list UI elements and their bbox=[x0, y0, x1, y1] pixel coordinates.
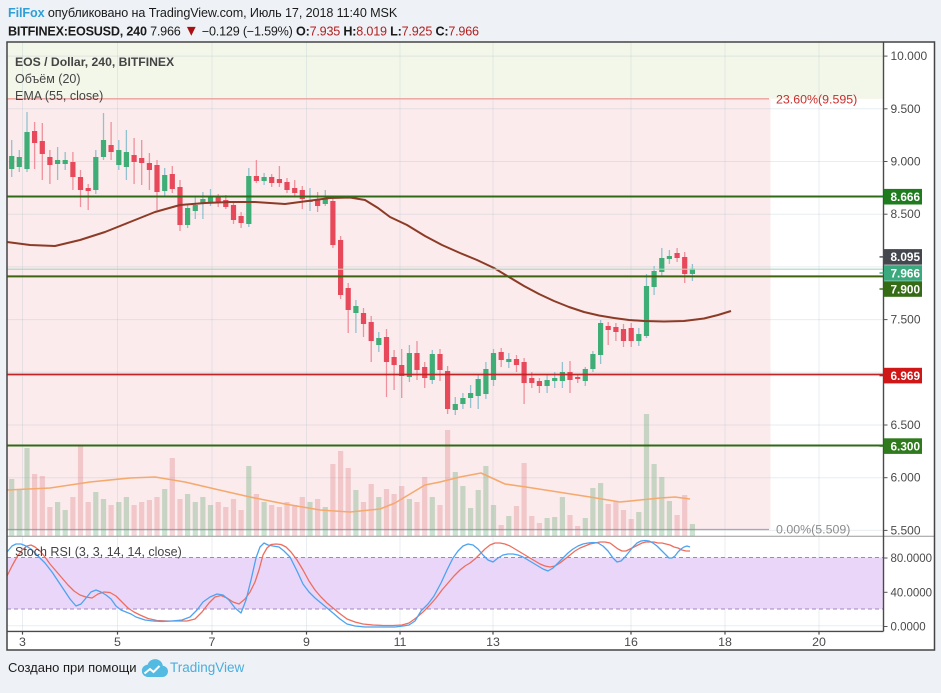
svg-text:11: 11 bbox=[394, 635, 407, 649]
svg-text:7.500: 7.500 bbox=[891, 313, 921, 327]
svg-text:6.300: 6.300 bbox=[891, 439, 921, 453]
svg-text:0.00%(5.509): 0.00%(5.509) bbox=[776, 523, 850, 537]
svg-text:TradingView: TradingView bbox=[170, 660, 245, 675]
svg-text:BITFINEX:EOSUSD, 240 7.966 ▼: BITFINEX:EOSUSD, 240 7.966 ▼ −0.129 (−1.… bbox=[8, 23, 479, 40]
svg-text:7.966: 7.966 bbox=[891, 266, 921, 280]
svg-text:Создано при помощи: Создано при помощи bbox=[8, 660, 137, 675]
svg-text:Объём (20): Объём (20) bbox=[15, 72, 81, 86]
svg-text:8.500: 8.500 bbox=[891, 207, 921, 221]
svg-text:8.095: 8.095 bbox=[891, 250, 921, 264]
svg-text:16: 16 bbox=[624, 635, 638, 649]
svg-text:0.0000: 0.0000 bbox=[891, 622, 926, 634]
svg-text:7.900: 7.900 bbox=[891, 282, 921, 296]
svg-text:13: 13 bbox=[486, 635, 500, 649]
svg-text:5.500: 5.500 bbox=[891, 523, 921, 537]
svg-text:Stoch RSI (3, 3, 14, 14, close: Stoch RSI (3, 3, 14, 14, close) bbox=[15, 545, 182, 559]
svg-text:40.0000: 40.0000 bbox=[891, 587, 933, 599]
svg-text:9.000: 9.000 bbox=[891, 155, 921, 169]
svg-text:FilFox опубликовано на Trading: FilFox опубликовано на TradingView.com, … bbox=[8, 6, 398, 20]
svg-text:EMA (55, close): EMA (55, close) bbox=[15, 89, 103, 103]
svg-text:6.969: 6.969 bbox=[891, 369, 921, 383]
svg-text:7: 7 bbox=[209, 635, 216, 649]
svg-text:18: 18 bbox=[718, 635, 732, 649]
svg-text:8.666: 8.666 bbox=[891, 190, 921, 204]
svg-text:9: 9 bbox=[303, 635, 310, 649]
svg-text:9.500: 9.500 bbox=[891, 102, 921, 116]
svg-text:10.000: 10.000 bbox=[891, 49, 928, 63]
svg-text:EOS / Dollar, 240, BITFINEX: EOS / Dollar, 240, BITFINEX bbox=[15, 55, 175, 69]
svg-text:3: 3 bbox=[19, 635, 26, 649]
svg-text:80.0000: 80.0000 bbox=[891, 553, 933, 565]
svg-text:6.500: 6.500 bbox=[891, 418, 921, 432]
svg-text:5: 5 bbox=[114, 635, 121, 649]
svg-text:23.60%(9.595): 23.60%(9.595) bbox=[776, 93, 857, 107]
svg-text:20: 20 bbox=[812, 635, 826, 649]
svg-text:6.000: 6.000 bbox=[891, 471, 921, 485]
